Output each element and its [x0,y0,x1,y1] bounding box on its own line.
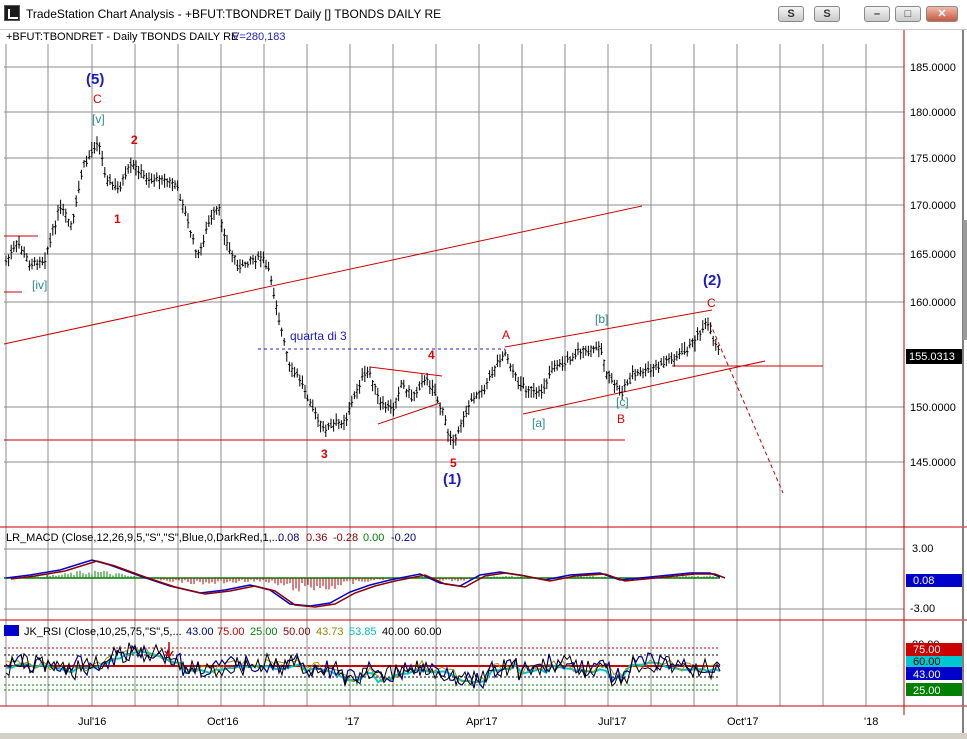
wave-label: (1) [443,471,461,488]
price-bars [4,136,720,449]
settings-button[interactable]: S [814,6,840,22]
rsi-value: 53.85 [349,626,377,638]
price-tick: 175.0000 [910,153,956,165]
minimize-button[interactable]: – [864,6,890,22]
wave-label: B [617,412,625,426]
macd-badge-value: 0.08 [913,575,934,587]
macd-axis-bottom: -3.00 [910,603,935,615]
wave-label: A [502,328,510,342]
rsi-badge: 60.00 [913,656,941,668]
rsi-value: 43.00 [186,626,214,638]
rsi-badge: 25.00 [913,685,941,697]
price-tick: 150.0000 [910,402,956,414]
wave-label: 1 [114,212,121,226]
rsi-indicator-icon[interactable] [4,625,19,636]
macd-badge [906,574,962,587]
price-tick: 170.0000 [910,200,956,212]
wave-label: [a] [532,416,545,430]
macd-value: 0.36 [306,532,327,544]
app-icon[interactable] [4,5,20,21]
price-tick: 185.0000 [910,62,956,74]
macd-value: -0.20 [391,532,416,544]
wave-label: C [707,296,716,310]
rsi-value: 40.00 [382,626,410,638]
rsi-value: 50.00 [283,626,311,638]
window-title: TradeStation Chart Analysis - +BFUT:TBON… [26,7,442,21]
rsi-value: 25.00 [250,626,278,638]
rsi-badge: 75.00 [913,644,941,656]
macd-value: -0.28 [333,532,358,544]
time-tick: Jul'17 [598,716,626,728]
wave-label: 4 [428,348,435,362]
chart-symbol-label: +BFUT:TBONDRET - Daily TBONDS DAILY RE [6,31,238,43]
macd-value: 0.08 [278,532,299,544]
maximize-button[interactable]: □ [895,6,921,22]
wave-label: (5) [86,71,104,88]
time-tick: '17 [345,716,359,728]
wave-label: quarta di 3 [290,329,347,343]
rsi-label: JK_RSI (Close,10,25,75,"S",5,... [24,626,182,638]
wave-label: C [93,92,102,106]
macd-axis-top: 3.00 [912,543,933,555]
price-tick: 165.0000 [910,249,956,261]
time-tick: Apr'17 [466,716,497,728]
price-axis: 185.0000 180.0000 175.0000 170.0000 165.… [910,62,956,469]
price-tick: 145.0000 [910,457,956,469]
wave-label: 5 [450,456,457,470]
wave-label: [iv] [32,278,47,292]
price-tick: 180.0000 [910,107,956,119]
trend-lines[interactable] [3,205,823,494]
rsi-value: 60.00 [414,626,442,638]
volume-label: V=280,183 [232,31,286,43]
rsi-values: 43.00 75.00 25.00 50.00 43.73 53.85 40.0… [186,626,442,638]
rsi-line [5,644,721,690]
macd-signal-line [10,560,726,608]
last-price-value: 155.0313 [909,351,955,363]
wave-labels: (5) C [v] 2 1 [iv] quarta di 3 4 3 5 (1)… [32,71,721,488]
time-tick: Oct'16 [207,716,238,728]
wave-label: (2) [703,272,721,289]
macd-value: 0.00 [363,532,384,544]
rsi-value: 43.73 [316,626,344,638]
window-titlebar: TradeStation Chart Analysis - +BFUT:TBON… [0,0,967,30]
time-axis: Jul'16 Oct'16 '17 Apr'17 Jul'17 Oct'17 '… [78,716,878,728]
rsi-fast-line [5,642,721,688]
time-tick: Jul'16 [78,716,106,728]
last-price-badge [906,349,962,364]
rsi-value: 75.00 [217,626,245,638]
wave-label: [v] [92,112,105,126]
macd-values: 0.08 0.36 -0.28 0.00 -0.20 [278,532,416,544]
wave-label: 3 [321,447,328,461]
wave-label: [c] [616,395,629,409]
wave-label: 2 [131,133,138,147]
rsi-badges: 75.00 60.00 43.00 25.00 [906,643,962,697]
rsi-badge: 43.00 [913,669,941,681]
wave-label: [b] [595,312,608,326]
horizontal-scrollbar[interactable] [0,733,967,739]
price-tick: 160.0000 [910,297,956,309]
close-button[interactable]: ✕ [926,6,958,22]
style-button[interactable]: S [778,6,804,22]
macd-label: LR_MACD (Close,12,26,9,5,"S","S",Blue,0,… [6,532,281,544]
time-tick: Oct'17 [727,716,758,728]
arrow-down-icon [164,642,174,659]
time-tick: '18 [864,716,878,728]
